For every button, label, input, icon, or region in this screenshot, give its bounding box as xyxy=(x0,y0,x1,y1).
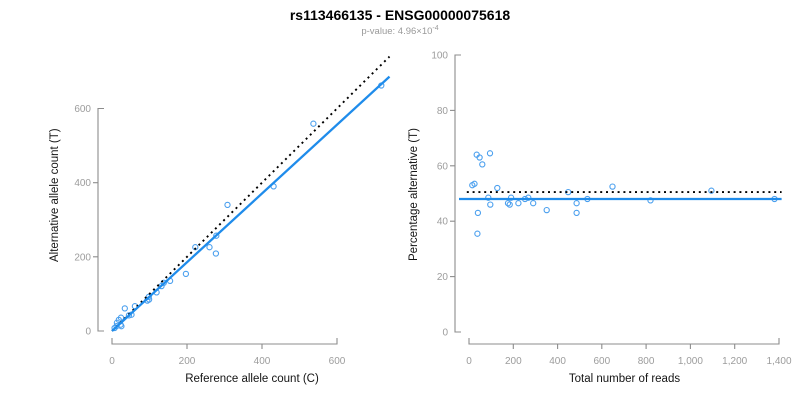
data-point xyxy=(504,200,512,207)
data-point xyxy=(507,194,515,201)
data-point xyxy=(474,230,481,237)
y-axis-line xyxy=(454,54,461,333)
data-point xyxy=(182,270,190,278)
data-point xyxy=(506,201,513,208)
data-point xyxy=(485,194,492,201)
points-layer xyxy=(111,82,385,332)
left-y-axis-title: Alternative allele count (T) xyxy=(49,128,61,262)
data-point xyxy=(121,305,128,312)
data-point xyxy=(647,197,654,204)
fit-line xyxy=(111,75,391,332)
data-point xyxy=(310,120,317,127)
left-plot: 0 200 400 600 0 200 400 600 xyxy=(74,55,391,367)
data-point xyxy=(125,312,133,319)
x-axis-line xyxy=(468,338,780,345)
data-point xyxy=(160,279,167,286)
right-y-axis-title: Percentage alternative (T) xyxy=(408,128,420,262)
right-x-axis-title: Total number of reads xyxy=(568,373,681,385)
x-axis-line xyxy=(111,338,338,345)
data-point xyxy=(476,154,483,161)
x-tick-label: 1,400 xyxy=(766,356,791,367)
identity-line xyxy=(111,55,391,332)
y-tick-label: 400 xyxy=(74,178,91,189)
x-tick-label: 1,000 xyxy=(678,356,703,367)
x-tick-label: 400 xyxy=(254,356,271,367)
data-point xyxy=(471,180,478,187)
data-point xyxy=(708,187,715,194)
points-layer xyxy=(469,150,778,237)
data-point xyxy=(487,201,494,208)
y-tick-label: 20 xyxy=(437,272,449,283)
data-point xyxy=(479,161,486,168)
y-tick-label: 40 xyxy=(437,217,449,228)
data-point xyxy=(486,150,494,157)
data-point xyxy=(543,206,550,214)
data-point xyxy=(494,184,501,192)
page-subtitle: p-value: 4.96×10-4 xyxy=(0,25,800,37)
data-point xyxy=(111,324,118,332)
data-point xyxy=(213,232,220,239)
pvalue-exponent: -4 xyxy=(432,25,439,32)
x-tick-label: 200 xyxy=(179,356,196,367)
data-point xyxy=(530,200,537,207)
x-tick-label: 400 xyxy=(549,356,566,367)
y-tick-label: 0 xyxy=(442,328,448,339)
y-tick-label: 200 xyxy=(74,252,91,263)
x-tick-label: 0 xyxy=(109,356,115,367)
x-tick-label: 0 xyxy=(466,356,472,367)
data-point xyxy=(206,244,213,251)
y-axis-line xyxy=(97,107,104,332)
data-point xyxy=(224,201,231,209)
data-point xyxy=(515,200,522,207)
data-point xyxy=(212,250,220,257)
y-tick-label: 600 xyxy=(74,104,91,115)
data-point xyxy=(609,183,616,190)
x-tick-label: 800 xyxy=(638,356,655,367)
page-title: rs113466135 - ENSG00000075618 xyxy=(289,7,511,23)
right-plot: 0 200 400 600 800 1,000 1,200 1,400 0 20 40 60 80 100 xyxy=(431,51,792,368)
y-tick-label: 60 xyxy=(437,161,449,172)
data-point xyxy=(573,200,580,207)
y-tick-label: 80 xyxy=(437,106,449,117)
data-point xyxy=(474,209,482,217)
x-tick-label: 600 xyxy=(329,356,346,367)
data-point xyxy=(117,314,125,321)
data-point xyxy=(525,194,532,201)
x-tick-label: 200 xyxy=(505,356,522,367)
x-tick-label: 600 xyxy=(593,356,610,367)
data-point xyxy=(573,209,580,217)
pvalue-text: p-value: 4.96×10 xyxy=(361,26,433,38)
left-x-axis-title: Reference allele count (C) xyxy=(185,373,319,385)
y-tick-label: 0 xyxy=(85,327,91,338)
x-tick-label: 1,200 xyxy=(722,356,747,367)
y-tick-label: 100 xyxy=(431,51,448,62)
